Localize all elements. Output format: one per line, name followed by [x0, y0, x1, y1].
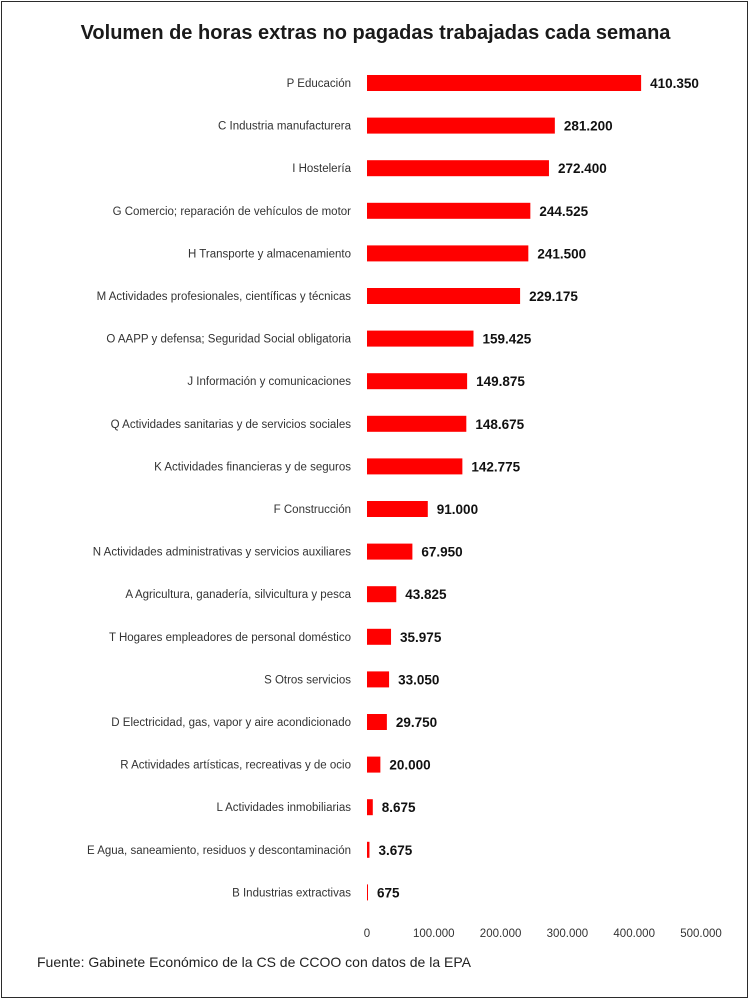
data-label: 149.875	[476, 374, 525, 389]
category-label: E Agua, saneamiento, residuos y desconta…	[87, 845, 351, 857]
bar	[367, 884, 368, 901]
bar	[367, 841, 370, 858]
x-tick-label: 400.000	[613, 928, 655, 940]
data-label: 8.675	[382, 800, 416, 815]
bar	[367, 288, 521, 304]
bar	[367, 756, 381, 773]
data-label: 43.825	[405, 587, 447, 602]
bar	[367, 543, 413, 560]
category-label: K Actividades financieras y de seguros	[154, 461, 351, 473]
bar	[367, 330, 474, 347]
data-label: 244.525	[539, 204, 588, 219]
bar	[367, 415, 467, 432]
category-label: G Comercio; reparación de vehículos de m…	[113, 206, 352, 218]
bar	[367, 501, 428, 517]
category-label: P Educación	[287, 78, 351, 90]
bar	[367, 160, 549, 177]
data-label: 159.425	[482, 332, 531, 347]
data-label: 3.675	[378, 843, 412, 858]
category-label: C Industria manufacturera	[218, 121, 352, 133]
bar	[367, 245, 529, 262]
category-label: S Otros servicios	[264, 674, 351, 686]
data-label: 20.000	[389, 758, 430, 773]
chart-title: Volumen de horas extras no pagadas traba…	[80, 22, 671, 44]
data-label: 241.500	[537, 246, 586, 261]
x-tick-label: 300.000	[547, 928, 589, 940]
category-label: B Industrias extractivas	[232, 887, 351, 899]
data-label: 675	[377, 885, 400, 900]
bar	[367, 628, 392, 645]
category-label: D Electricidad, gas, vapor y aire acondi…	[111, 717, 351, 729]
bar	[367, 714, 387, 730]
data-label: 35.975	[400, 630, 442, 645]
data-label: 33.050	[398, 672, 439, 687]
data-label: 272.400	[558, 161, 607, 176]
x-tick-label: 500.000	[680, 928, 722, 940]
bar	[367, 586, 397, 603]
category-label: I Hostelería	[292, 163, 351, 175]
data-label: 410.350	[650, 76, 699, 91]
x-tick-label: 200.000	[480, 928, 522, 940]
category-label: H Transporte y almacenamiento	[188, 248, 351, 260]
data-label: 281.200	[564, 119, 613, 134]
data-label: 91.000	[437, 502, 478, 517]
category-label: J Información y comunicaciones	[187, 376, 351, 388]
source-note: Fuente: Gabinete Económico de la CS de C…	[37, 954, 471, 970]
x-axis-ticks: 0 100.000 200.000 300.000 400.000 500.000	[364, 928, 722, 940]
x-tick-label: 0	[364, 928, 370, 940]
data-label: 142.775	[471, 459, 520, 474]
data-label: 148.675	[475, 417, 524, 432]
bar	[367, 458, 463, 475]
category-label: R Actividades artísticas, recreativas y …	[120, 760, 351, 772]
bar	[367, 373, 468, 390]
category-label: T Hogares empleadores de personal domést…	[109, 632, 351, 644]
category-label: O AAPP y defensa; Seguridad Social oblig…	[106, 334, 351, 346]
data-label: 229.175	[529, 289, 578, 304]
category-label: L Actividades inmobiliarias	[217, 802, 352, 814]
bar	[367, 75, 642, 91]
category-label: F Construcción	[274, 504, 351, 516]
bar	[367, 202, 531, 219]
bar	[367, 671, 390, 688]
category-label: A Agricultura, ganadería, silvicultura y…	[125, 589, 351, 601]
category-label: M Actividades profesionales, científicas…	[97, 291, 352, 303]
bar	[367, 117, 555, 134]
x-tick-label: 100.000	[413, 928, 455, 940]
data-label: 29.750	[396, 715, 437, 730]
category-label: Q Actividades sanitarias y de servicios …	[111, 419, 352, 431]
category-label: N Actividades administrativas y servicio…	[93, 547, 351, 559]
bars-group: P Educación 410.350 C Industria manufactur…	[87, 75, 699, 901]
bar	[367, 799, 373, 816]
data-label: 67.950	[421, 545, 462, 560]
